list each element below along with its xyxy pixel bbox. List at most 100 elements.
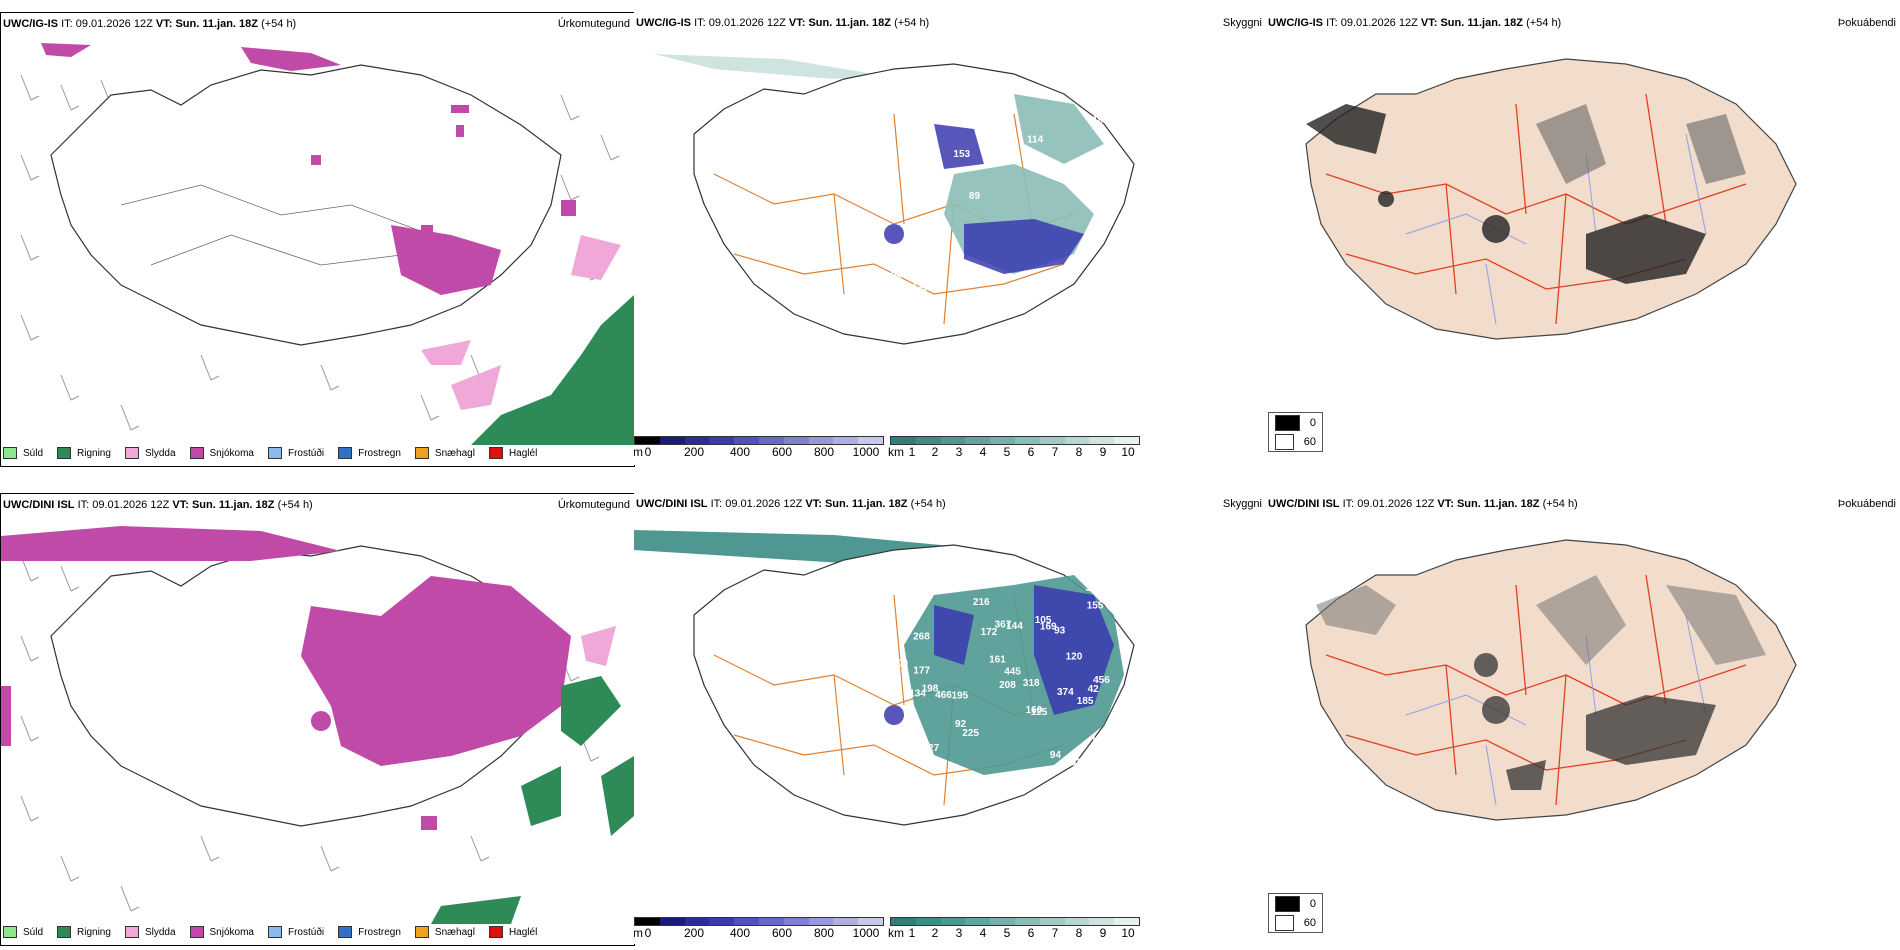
colorbar-step xyxy=(1089,918,1115,925)
it-label: IT: xyxy=(694,17,706,29)
visibility-value-labels: 99 62 102 89 114 139 23 144 153 153 94 208 567 xyxy=(891,115,1110,293)
model-name: UWC/IG-IS xyxy=(3,18,58,30)
road-network xyxy=(1325,574,1747,806)
legend-label: Frostregn xyxy=(358,447,401,459)
vt-value: Sun. 11.jan. 18Z xyxy=(824,498,908,510)
ceiling-value-label: 250 xyxy=(1114,707,1131,718)
ceiling-value-label: 367 xyxy=(995,620,1012,631)
legend-label: Haglél xyxy=(508,926,538,938)
colorbar-step xyxy=(1114,918,1139,925)
it-value: 09.01.2026 12Z xyxy=(92,499,170,511)
vt-value: Sun. 11.jan. 18Z xyxy=(1440,17,1523,29)
colorbar-step xyxy=(915,918,941,925)
rain-areas xyxy=(471,295,634,445)
legend-swatch xyxy=(338,926,353,938)
model-name: UWC/IG-IS xyxy=(636,17,691,29)
panel-title: Skyggni xyxy=(1222,17,1262,29)
fog-key-top: 0 60 xyxy=(1268,412,1323,452)
ceiling-value-label: 120 xyxy=(1066,651,1083,662)
legend-item: Frostúði xyxy=(267,926,325,938)
ceiling-value-label: 177 xyxy=(913,666,930,677)
colorbar-step xyxy=(990,918,1015,925)
legend-item: Snjókoma xyxy=(189,447,254,459)
ceiling-value-label: 89 xyxy=(969,191,981,202)
ceiling-value-label: 216 xyxy=(973,597,990,608)
colorbar-step xyxy=(783,437,809,444)
fog-areas xyxy=(1474,653,1716,790)
legend-swatch xyxy=(3,926,17,938)
legend-item: Slydda xyxy=(124,447,176,459)
legend-item: Frostregn xyxy=(338,926,401,938)
ceiling-tick: 800 xyxy=(813,926,835,940)
ceiling-value-label: 42 xyxy=(1088,684,1100,695)
legend-swatch xyxy=(488,926,503,938)
ceiling-value-label: 172 xyxy=(981,627,998,638)
snow-areas xyxy=(41,43,576,295)
legend-item: Frostregn xyxy=(338,447,401,459)
vt-value: Sun. 11.jan. 18Z xyxy=(175,18,258,30)
ceiling-value-label: 208 xyxy=(999,680,1016,691)
legend-label: Slydda xyxy=(144,447,176,459)
precip-panel-bottom: UWC/DINI ISL IT: 09.01.2026 12Z VT: Sun.… xyxy=(0,493,635,946)
legend-item: Snjókoma xyxy=(189,926,254,938)
vt-label: VT: xyxy=(788,17,806,29)
ceiling-value-label: 185 xyxy=(1077,696,1094,707)
panel-title: Úrkomutegund xyxy=(557,499,630,511)
ceiling-tick: 200 xyxy=(683,445,705,459)
visibility-tick: 6 xyxy=(1027,445,1035,459)
legend-swatch xyxy=(414,447,429,459)
legend-label: Súld xyxy=(23,447,44,459)
panel-header: UWC/IG-IS IT: 09.01.2026 12Z VT: Sun. 11… xyxy=(1,13,634,35)
ceiling-tick: 600 xyxy=(771,926,793,940)
visibility-tick: 3 xyxy=(955,445,963,459)
legend-label: Snjókoma xyxy=(209,926,254,938)
ceiling-colorbar: m 0 200 400 600 800 1000 xyxy=(634,436,884,459)
visibility-unit: km xyxy=(888,445,904,459)
visibility-map: 99 62 102 89 114 139 23 144 153 153 94 208 567 xyxy=(654,54,1135,345)
ceiling-colorbar: m 0 200 400 600 800 1000 xyxy=(634,917,884,940)
legend-item: Slydda xyxy=(124,926,176,938)
ceiling-value-label: 94 xyxy=(891,270,903,281)
legend-item: Snæhagl xyxy=(414,926,475,938)
lead-time: (+54 h) xyxy=(1526,17,1562,29)
legend-swatch xyxy=(488,447,503,459)
legend-label: Snjókoma xyxy=(209,447,254,459)
ceiling-value-label: 227 xyxy=(923,743,940,754)
fog-key-row: 0 xyxy=(1269,413,1322,432)
colorbar-step xyxy=(635,437,660,444)
visibility-tick: 2 xyxy=(931,926,939,940)
lead-time: (+54 h) xyxy=(1542,498,1578,510)
legend-label: Frostúði xyxy=(287,926,325,938)
visibility-tick: 6 xyxy=(1027,926,1035,940)
visibility-value-labels: 96 198 160 142 174 268 227 195 93 367 169 202 225 216… xyxy=(891,583,1130,784)
colorbar-step xyxy=(915,437,941,444)
wind-barbs xyxy=(20,555,600,912)
colorbar-step xyxy=(1064,437,1090,444)
legend-label: Súld xyxy=(23,926,44,938)
ceiling-value-label: 62 xyxy=(900,169,912,180)
colorbar-step xyxy=(734,918,759,925)
colorbar-step xyxy=(965,437,991,444)
fog-key-label: 60 xyxy=(1303,916,1316,929)
legend-item: Rigning xyxy=(57,926,111,938)
lead-time: (+54 h) xyxy=(277,499,313,511)
vt-label: VT: xyxy=(155,18,173,30)
colorbar-step xyxy=(635,918,660,925)
panel-header: UWC/DINI ISL IT: 09.01.2026 12Z VT: Sun.… xyxy=(634,493,1266,515)
legend-item: Haglél xyxy=(488,447,538,459)
it-label: IT: xyxy=(710,498,723,510)
ceiling-value-label: 268 xyxy=(913,631,930,642)
model-name: UWC/IG-IS xyxy=(1268,17,1323,29)
visibility-panel-top: UWC/IG-IS IT: 09.01.2026 12Z VT: Sun. 11… xyxy=(634,12,1266,465)
legend-label: Haglél xyxy=(508,447,538,459)
it-value: 09.01.2026 12Z xyxy=(708,17,786,29)
ceiling-value-label: 195 xyxy=(952,691,969,702)
precip-map xyxy=(20,43,634,445)
visibility-tick: 7 xyxy=(1051,445,1059,459)
visibility-tick: 5 xyxy=(1003,926,1011,940)
colorbar-step xyxy=(808,437,834,444)
precip-legend: Súld Rigning Slydda Snjókoma Frostúði Frostre… xyxy=(3,923,551,941)
visibility-unit: km xyxy=(888,926,904,940)
colorbar-step xyxy=(1039,918,1065,925)
ceiling-value-label: 225 xyxy=(962,728,979,739)
